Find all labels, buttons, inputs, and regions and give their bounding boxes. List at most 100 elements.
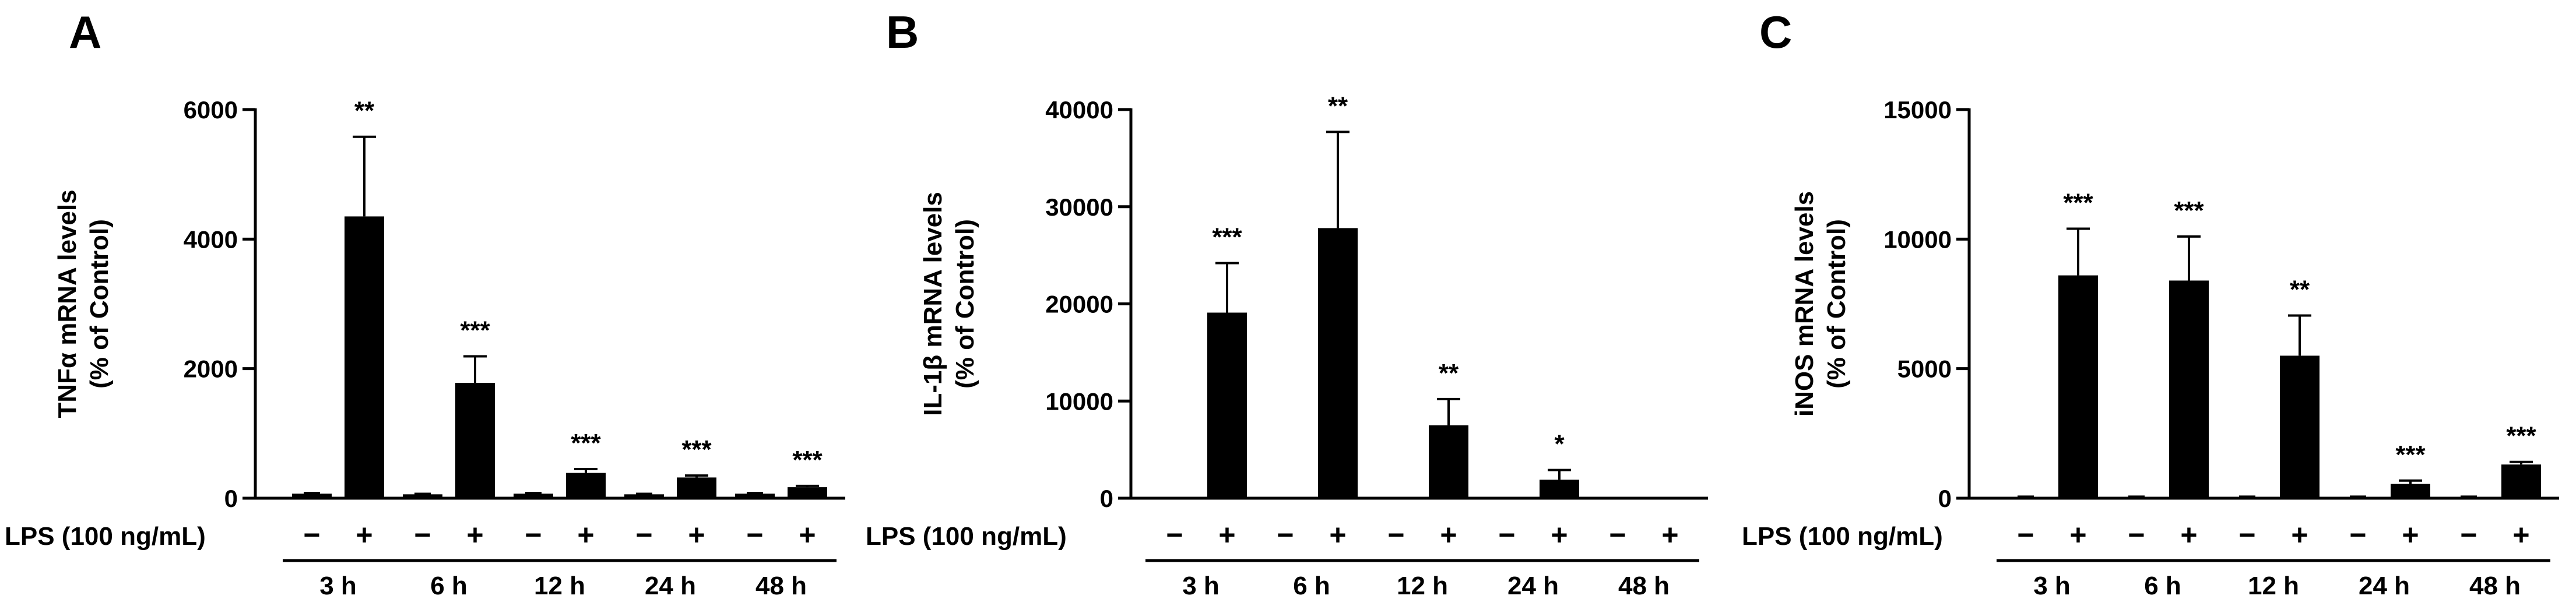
y-tick-label: 0: [1938, 485, 1952, 512]
lps-plus-label: +: [1661, 519, 1678, 551]
significance-label: **: [1328, 91, 1348, 120]
y-tick-label: 10000: [1045, 387, 1113, 415]
control-bar: [514, 494, 553, 498]
group-label: 48 h: [2469, 572, 2521, 600]
control-bar: [624, 494, 664, 498]
significance-label: **: [354, 97, 375, 125]
lps-bar: [2501, 464, 2541, 498]
lps-minus-label: −: [635, 519, 652, 551]
control-bar: [292, 494, 332, 498]
y-axis-label: iNOS mRNA levels: [1790, 191, 1819, 417]
control-bar: [403, 494, 442, 498]
y-axis-label-units: (% of Control): [1822, 219, 1851, 389]
group-label: 48 h: [755, 572, 807, 600]
y-tick-label: 4000: [184, 226, 238, 253]
chart-panel-a: A 0 2000 4000 6000 TNFα mRNA levels (% of Cont…: [5, 6, 845, 600]
lps-bar: [1429, 425, 1468, 498]
group-label: 24 h: [1507, 572, 1559, 600]
group-label: 6 h: [430, 572, 468, 600]
lps-minus-label: −: [1277, 519, 1294, 551]
group-label: 3 h: [319, 572, 357, 600]
control-bar: [735, 494, 775, 498]
lps-plus-label: +: [356, 519, 372, 551]
lps-label: LPS (100 ng/mL): [5, 522, 206, 551]
significance-label: *: [1554, 430, 1565, 459]
significance-label: ***: [2174, 196, 2204, 225]
lps-plus-label: +: [2069, 519, 2086, 551]
chart-panel-c: C 0 5000 10000 15000 iNOS mRNA levels (% of Co…: [1742, 6, 2559, 600]
y-axis-label: IL-1β mRNA levels: [919, 192, 947, 416]
lps-plus-label: +: [1218, 519, 1235, 551]
significance-label: ***: [2395, 441, 2426, 469]
significance-label: ***: [1212, 223, 1242, 251]
lps-plus-label: +: [2512, 519, 2529, 551]
significance-label: ***: [2506, 422, 2536, 450]
y-tick-label: 0: [224, 485, 238, 512]
lps-label: LPS (100 ng/mL): [866, 522, 1067, 551]
group-label: 12 h: [2248, 572, 2299, 600]
chart-panel-b: B 0 10000 20000 30000 40000 IL-1β mRNA levels(…: [866, 6, 1708, 600]
panel-letter: C: [1759, 6, 1792, 58]
group-label: 3 h: [2033, 572, 2071, 600]
y-axis-label-units: (% of Control): [85, 219, 114, 389]
lps-minus-label: −: [2349, 519, 2366, 551]
lps-plus-label: +: [799, 519, 816, 551]
group-label: 24 h: [645, 572, 696, 600]
lps-plus-label: +: [1329, 519, 1346, 551]
lps-bar: [2058, 275, 2098, 498]
group-label: 12 h: [534, 572, 585, 600]
lps-minus-label: −: [1166, 519, 1183, 551]
significance-label: ***: [681, 435, 712, 464]
lps-bar: [345, 216, 384, 498]
lps-plus-label: +: [577, 519, 594, 551]
group-label: 3 h: [1182, 572, 1220, 600]
significance-label: ***: [571, 429, 601, 457]
lps-plus-label: +: [1440, 519, 1457, 551]
panel-letter: A: [69, 6, 101, 58]
lps-bar: [2169, 280, 2209, 498]
panel-letter: B: [886, 6, 919, 58]
lps-plus-label: +: [2291, 519, 2308, 551]
lps-plus-label: +: [466, 519, 483, 551]
y-tick-label: 15000: [1883, 96, 1952, 124]
lps-label: LPS (100 ng/mL): [1742, 522, 1943, 551]
lps-bar: [1540, 480, 1579, 498]
lps-minus-label: −: [746, 519, 763, 551]
lps-bar: [2280, 355, 2320, 498]
y-tick-label: 40000: [1045, 96, 1113, 124]
lps-bar: [1207, 312, 1247, 498]
y-tick-label: 5000: [1897, 355, 1952, 383]
lps-minus-label: −: [2460, 519, 2477, 551]
significance-label: **: [2290, 276, 2310, 304]
lps-bar: [677, 477, 716, 498]
significance-label: ***: [792, 446, 823, 474]
lps-minus-label: −: [303, 519, 320, 551]
lps-minus-label: −: [525, 519, 542, 551]
lps-plus-label: +: [688, 519, 705, 551]
lps-bar: [1318, 228, 1358, 498]
y-tick-label: 10000: [1883, 226, 1952, 253]
y-tick-label: 0: [1100, 485, 1113, 512]
lps-plus-label: +: [2402, 519, 2419, 551]
lps-minus-label: −: [2017, 519, 2034, 551]
lps-minus-label: −: [2128, 519, 2145, 551]
group-label: 48 h: [1618, 572, 1670, 600]
y-tick-label: 30000: [1045, 193, 1113, 221]
lps-bar: [566, 473, 606, 498]
group-label: 6 h: [1293, 572, 1330, 600]
y-axis-label-units: (% of Control): [951, 219, 979, 389]
group-label: 12 h: [1397, 572, 1448, 600]
lps-minus-label: −: [1609, 519, 1626, 551]
lps-minus-label: −: [1387, 519, 1404, 551]
significance-label: ***: [460, 316, 490, 345]
lps-plus-label: +: [1551, 519, 1568, 551]
significance-label: ***: [2063, 189, 2093, 217]
y-tick-label: 20000: [1045, 291, 1113, 318]
group-label: 24 h: [2359, 572, 2410, 600]
significance-label: **: [1439, 359, 1459, 387]
lps-minus-label: −: [414, 519, 431, 551]
lps-plus-label: +: [2180, 519, 2197, 551]
y-axis-label: TNFα mRNA levels: [53, 189, 82, 418]
y-tick-label: 2000: [184, 355, 238, 383]
